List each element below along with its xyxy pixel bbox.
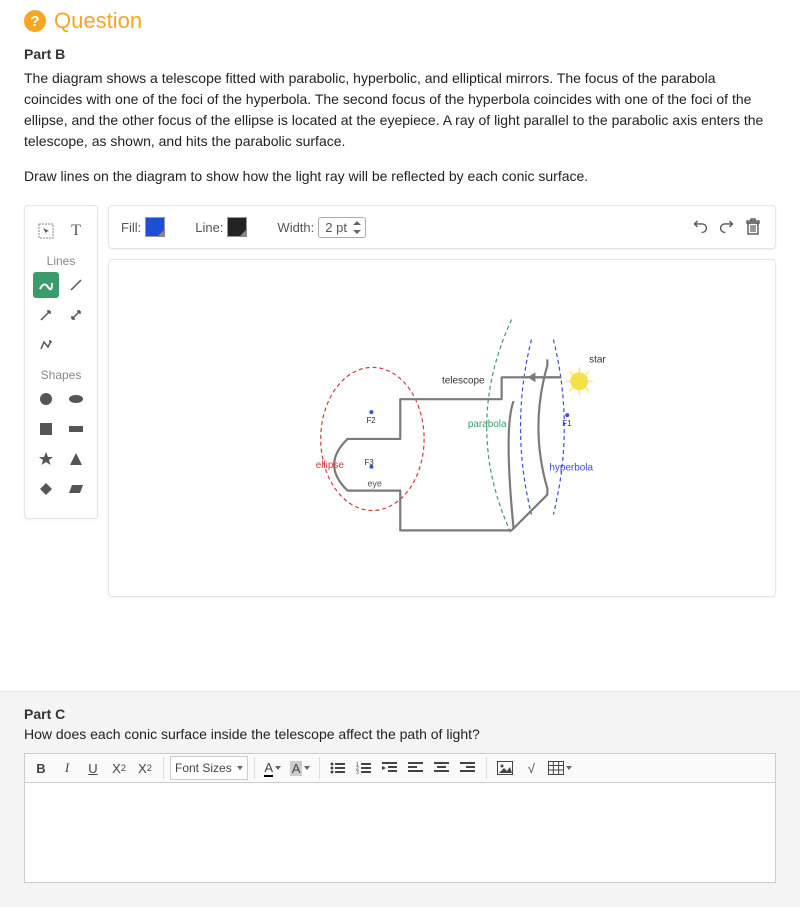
label-f3: F3 <box>364 458 374 467</box>
font-size-select[interactable]: Font Sizes <box>170 756 248 780</box>
line-color-swatch[interactable] <box>227 217 247 237</box>
text-color-button[interactable]: A <box>261 756 285 780</box>
undo-icon[interactable] <box>691 217 711 237</box>
align-center-icon[interactable] <box>430 756 454 780</box>
underline-button[interactable]: U <box>81 756 105 780</box>
triangle-shape-icon[interactable] <box>63 446 89 472</box>
part-c-prompt: How does each conic surface inside the t… <box>24 724 776 745</box>
superscript-button[interactable]: X2 <box>107 756 131 780</box>
label-eye: eye <box>367 479 381 489</box>
align-right-icon[interactable] <box>456 756 480 780</box>
width-select[interactable]: 2 pt <box>318 217 366 238</box>
ordered-list-icon[interactable]: 123 <box>352 756 376 780</box>
rich-text-area[interactable] <box>24 783 776 883</box>
ellipse-shape-icon[interactable] <box>63 386 89 412</box>
fill-label: Fill: <box>121 220 141 235</box>
shapes-heading: Shapes <box>31 368 91 382</box>
empty-cell <box>63 332 89 358</box>
freehand-line-tool-icon[interactable] <box>33 272 59 298</box>
redo-icon[interactable] <box>717 217 737 237</box>
image-icon[interactable] <box>493 756 517 780</box>
part-c-label: Part C <box>24 706 776 722</box>
circle-shape-icon[interactable] <box>33 386 59 412</box>
square-shape-icon[interactable] <box>33 416 59 442</box>
parallelogram-shape-icon[interactable] <box>63 476 89 502</box>
star-shape-icon[interactable] <box>33 446 59 472</box>
rich-text-toolbar: B I U X2 X2 Font Sizes A A 123 <box>24 753 776 783</box>
align-left-icon[interactable] <box>404 756 428 780</box>
question-title: Question <box>54 8 142 34</box>
diamond-shape-icon[interactable] <box>33 476 59 502</box>
equation-icon[interactable]: √ <box>519 756 543 780</box>
part-b-paragraph-2: Draw lines on the diagram to show how th… <box>24 166 776 187</box>
polyline-tool-icon[interactable] <box>33 332 59 358</box>
label-hyperbola: hyperbola <box>549 463 593 474</box>
tool-palette: T Lines <box>24 205 98 519</box>
italic-button[interactable]: I <box>55 756 79 780</box>
label-telescope: telescope <box>442 375 485 386</box>
fill-color-swatch[interactable] <box>145 217 165 237</box>
width-label: Width: <box>277 220 314 235</box>
line-label: Line: <box>195 220 223 235</box>
unordered-list-icon[interactable] <box>326 756 350 780</box>
part-b-label: Part B <box>24 46 776 62</box>
drawing-canvas[interactable]: star telescope parabola hyperbola ellips… <box>108 259 776 597</box>
double-arrow-tool-icon[interactable] <box>63 302 89 328</box>
question-icon: ? <box>24 10 46 32</box>
rectangle-shape-icon[interactable] <box>63 416 89 442</box>
drawing-toolbar: Fill: Line: Width: 2 pt <box>108 205 776 249</box>
label-ellipse: ellipse <box>316 460 345 471</box>
part-b-paragraph-1: The diagram shows a telescope fitted wit… <box>24 68 776 152</box>
label-f2: F2 <box>366 416 376 425</box>
arrow-tool-icon[interactable] <box>33 302 59 328</box>
label-f1: F1 <box>562 419 572 428</box>
highlight-button[interactable]: A <box>287 756 314 780</box>
telescope-diagram: star telescope parabola hyperbola ellips… <box>109 260 775 596</box>
subscript-button[interactable]: X2 <box>133 756 157 780</box>
bold-button[interactable]: B <box>29 756 53 780</box>
svg-text:3: 3 <box>356 770 359 775</box>
select-tool-icon[interactable] <box>33 218 59 244</box>
lines-heading: Lines <box>31 254 91 268</box>
indent-icon[interactable] <box>378 756 402 780</box>
trash-icon[interactable] <box>743 217 763 237</box>
text-tool-icon[interactable]: T <box>63 218 89 244</box>
straight-line-tool-icon[interactable] <box>63 272 89 298</box>
label-star: star <box>589 354 606 365</box>
label-parabola: parabola <box>468 419 507 430</box>
table-icon[interactable] <box>545 756 575 780</box>
